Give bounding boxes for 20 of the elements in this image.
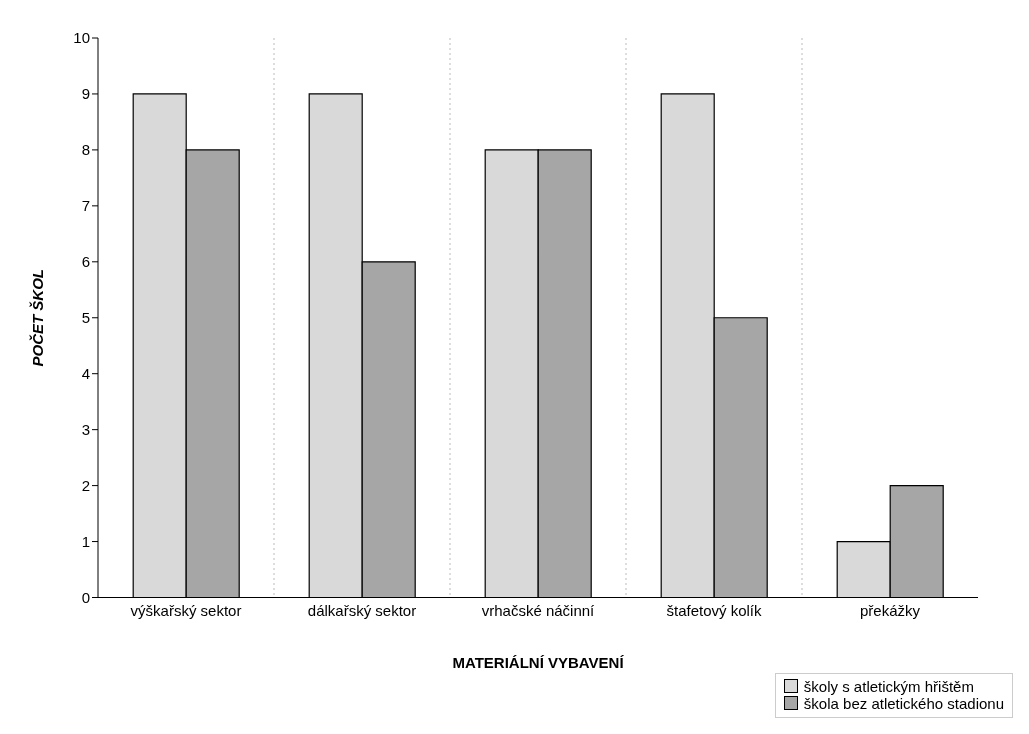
y-tick-label: 4	[81, 365, 90, 383]
x-tick-label: výškařský sektor	[130, 602, 242, 620]
y-tick-label: 9	[81, 85, 90, 103]
x-axis-title: MATERIÁLNÍ VYBAVENÍ	[452, 653, 625, 671]
x-tick-label: štafetový kolík	[666, 602, 763, 620]
y-tick-label: 1	[81, 532, 90, 550]
y-tick-label: 5	[81, 309, 90, 327]
y-tick-label: 0	[81, 588, 90, 606]
legend-label: školy s atletickým hřištěm	[803, 677, 974, 695]
y-tick-label: 2	[81, 476, 90, 494]
x-tick-label: dálkařský sektor	[307, 602, 417, 620]
y-tick-label: 8	[81, 141, 90, 159]
legend-label: škola bez atletického stadionu	[803, 694, 1004, 712]
y-tick-label: 3	[81, 420, 90, 438]
x-tick-label: vrhačské náčinní	[481, 602, 596, 620]
y-tick-label: 10	[73, 29, 90, 47]
y-axis-title: POČET ŠKOL	[29, 268, 47, 367]
y-tick-label: 6	[81, 253, 90, 271]
y-tick-label: 7	[81, 197, 90, 215]
x-tick-label: překážky	[859, 602, 921, 620]
